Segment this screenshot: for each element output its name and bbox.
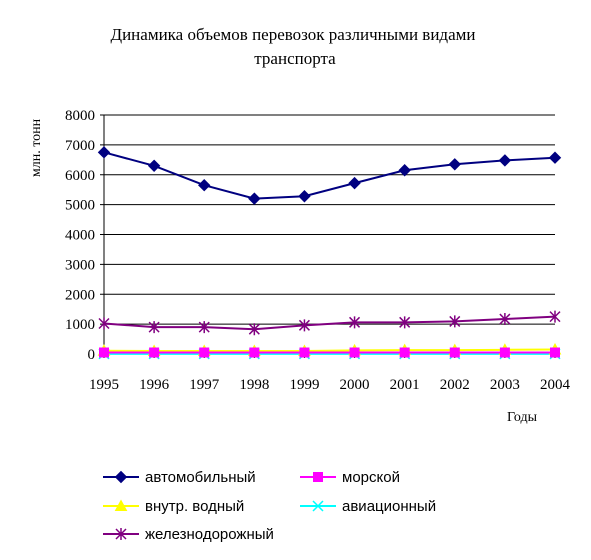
data-point [448, 158, 461, 171]
series-layer [97, 146, 562, 360]
legend: автомобильный морской внутр. водный авиацио… [103, 469, 436, 543]
data-point [99, 347, 109, 358]
series-line [103, 151, 556, 200]
y-tick-label: 6000 [65, 168, 95, 184]
x-axis-label: Годы [507, 410, 538, 425]
x-tick-label: 1997 [189, 377, 220, 393]
data-point [449, 347, 460, 358]
y-axis-label: млн. тонн [29, 118, 44, 177]
legend-label: железнодорожный [145, 526, 274, 543]
axis-layer: 0 1000 2000 3000 4000 5000 6000 7000 8000 1995 199… [65, 108, 571, 393]
data-point [149, 347, 160, 358]
data-point [298, 319, 310, 332]
data-point [549, 310, 561, 323]
data-point [349, 316, 361, 329]
y-tick-label: 8000 [65, 108, 95, 124]
y-tick-label: 4000 [65, 228, 95, 244]
data-point [550, 347, 560, 358]
data-point [299, 347, 310, 358]
x-tick-label: 2001 [390, 377, 420, 393]
series-1 [97, 146, 562, 205]
series-5 [98, 310, 561, 336]
series-2 [99, 347, 560, 358]
legend-item: морской [300, 469, 400, 486]
data-point [198, 321, 210, 334]
chart-title-line-1: Динамика объемов перевозок различными ви… [110, 25, 475, 44]
x-tick-label: 2003 [490, 377, 520, 393]
chart-title-line-2: транспорта [254, 49, 336, 68]
series-line [103, 348, 556, 353]
legend-label: морской [342, 469, 400, 486]
data-point [349, 347, 360, 358]
data-point [248, 323, 260, 336]
data-point [199, 347, 210, 358]
legend-marker [114, 470, 128, 484]
legend-marker [312, 500, 324, 512]
data-point [449, 315, 461, 328]
data-point [398, 164, 411, 177]
legend-marker [114, 499, 128, 511]
data-point [399, 347, 410, 358]
x-tick-label: 2002 [440, 377, 470, 393]
legend-item: внутр. водный [103, 498, 244, 515]
legend-label: авиационный [342, 498, 436, 515]
legend-item: железнодорожный [103, 526, 274, 543]
data-point [548, 151, 562, 164]
data-point [98, 317, 110, 330]
y-tick-label: 0 [88, 347, 96, 363]
x-tick-label: 1995 [89, 377, 119, 393]
y-tick-label: 1000 [65, 317, 95, 333]
data-point [399, 316, 411, 329]
data-point [498, 154, 512, 167]
x-tick-label: 2000 [340, 377, 370, 393]
y-tick-label: 3000 [65, 257, 95, 273]
data-point [148, 321, 160, 334]
data-point [499, 313, 511, 326]
legend-marker [313, 472, 323, 482]
x-tick-label: 1998 [239, 377, 269, 393]
x-tick-label: 1999 [289, 377, 319, 393]
legend-item: автомобильный [103, 469, 256, 486]
data-point [147, 159, 161, 172]
series-line [103, 315, 556, 331]
legend-label: автомобильный [145, 469, 256, 486]
data-point [499, 347, 510, 358]
y-tick-label: 5000 [65, 198, 95, 214]
y-tick-label: 7000 [65, 138, 95, 154]
grid-layer [104, 114, 555, 325]
data-point [97, 146, 111, 159]
data-point [248, 192, 261, 205]
y-tick-label: 2000 [65, 287, 95, 303]
data-point [198, 178, 211, 192]
data-point [298, 190, 311, 203]
legend-label: внутр. водный [145, 498, 244, 515]
legend-item: авиационный [300, 498, 436, 515]
x-tick-label: 2004 [540, 377, 571, 393]
data-point [249, 347, 260, 358]
x-tick-label: 1996 [139, 377, 170, 393]
legend-marker [115, 528, 127, 540]
data-point [348, 176, 361, 190]
